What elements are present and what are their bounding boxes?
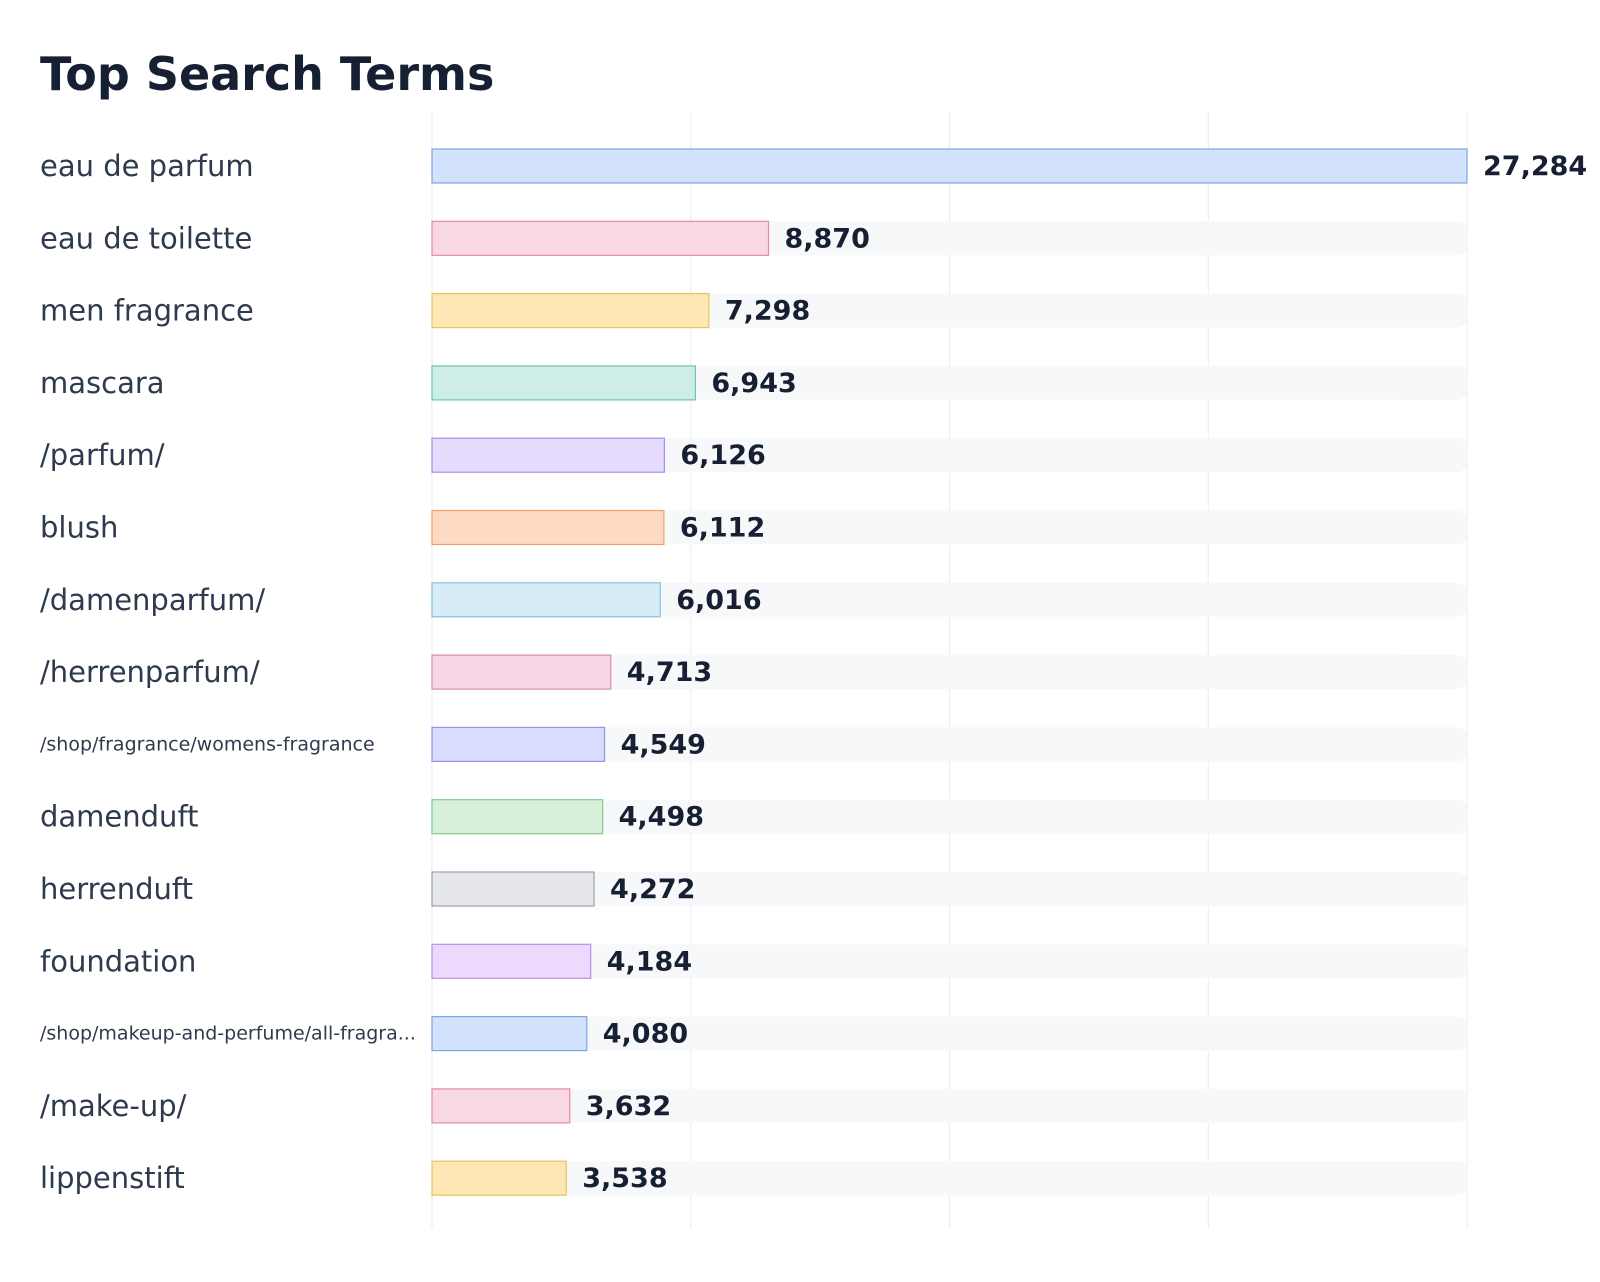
bar-track [432, 655, 1467, 690]
value-label: 4,713 [627, 657, 712, 688]
chart-title: Top Search Terms [40, 47, 494, 101]
value-label: 6,016 [676, 585, 761, 616]
category-label: /damenparfum/ [40, 583, 265, 617]
bar [431, 871, 595, 907]
bar-row: /damenparfum/6,016 [40, 582, 1467, 618]
bar-row: men fragrance 7,298 [40, 293, 1467, 329]
bar-row: /make-up/3,632 [40, 1088, 1467, 1124]
category-label: /shop/makeup-and-perfume/all-fragra... [40, 1023, 416, 1045]
value-label: 6,126 [680, 440, 765, 471]
value-label: 4,272 [610, 874, 695, 905]
bar [431, 220, 770, 256]
bar-track [432, 799, 1467, 834]
value-label: 4,498 [619, 802, 704, 833]
bar [431, 437, 665, 473]
bar [431, 509, 665, 546]
value-label: 6,112 [680, 513, 765, 544]
value-label: 3,632 [586, 1091, 671, 1122]
category-label: eau de parfum [40, 149, 254, 183]
category-label: /herrenparfum/ [40, 655, 260, 689]
bar-row: lippenstift 3,538 [40, 1160, 1467, 1196]
bar [431, 943, 592, 979]
bar-row: eau de toilette 8,870 [40, 220, 1467, 256]
category-label: damenduft [40, 800, 199, 834]
bar [431, 1160, 567, 1196]
category-label: /make-up/ [40, 1089, 187, 1123]
bar [431, 799, 604, 835]
bar [431, 148, 1468, 184]
bar-track [432, 1161, 1467, 1196]
bar [431, 582, 661, 618]
category-label: mascara [40, 366, 165, 400]
bar-row: damenduft 4,498 [40, 799, 1467, 835]
category-label: /parfum/ [40, 438, 165, 472]
category-label: foundation [40, 944, 196, 978]
bar-track [432, 872, 1467, 906]
bar-row: /shop/makeup-and-perfume/all-fragra... 4,… [40, 1015, 1467, 1052]
value-label: 7,298 [725, 296, 810, 327]
category-label: herrenduft [40, 872, 193, 906]
value-label: 6,943 [711, 368, 796, 399]
bar [431, 726, 606, 763]
bar [431, 654, 612, 690]
category-label: lippenstift [40, 1161, 185, 1195]
bar-track [432, 582, 1467, 617]
bar-row: /shop/fragrance/womens-fragrance 4,549 [40, 726, 1467, 763]
bar-row: /herrenparfum/4,713 [40, 654, 1467, 690]
bar [431, 293, 710, 329]
bar [431, 1015, 588, 1052]
bar [431, 365, 696, 401]
bar-rows: eau de parfum 27,284 eau de toilette 8,870 m… [40, 148, 1587, 1196]
bar-track [432, 438, 1467, 473]
bar-row: mascara 6,943 [40, 365, 1467, 401]
category-label: /shop/fragrance/womens-fragrance [40, 733, 375, 755]
category-label: men fragrance [40, 294, 254, 328]
category-label: eau de toilette [40, 221, 252, 255]
value-label: 4,549 [621, 729, 706, 760]
value-label: 4,080 [603, 1019, 688, 1050]
bar-track [432, 510, 1467, 545]
bar-row: eau de parfum 27,284 [40, 148, 1587, 184]
bar-row: foundation 4,184 [40, 943, 1467, 979]
bar [431, 1088, 571, 1124]
bar-row: herrenduft 4,272 [40, 871, 1467, 907]
category-label: blush [40, 511, 118, 545]
bar-track [432, 944, 1467, 979]
bar-track [432, 727, 1467, 762]
bar-track [432, 1016, 1467, 1051]
bar-row: blush 6,112 [40, 509, 1467, 546]
bar-track [432, 1088, 1467, 1123]
value-label: 3,538 [582, 1163, 667, 1194]
value-label: 4,184 [607, 946, 692, 977]
value-label: 8,870 [784, 223, 869, 254]
value-label: 27,284 [1483, 151, 1587, 182]
bar-row: /parfum/6,126 [40, 437, 1467, 473]
